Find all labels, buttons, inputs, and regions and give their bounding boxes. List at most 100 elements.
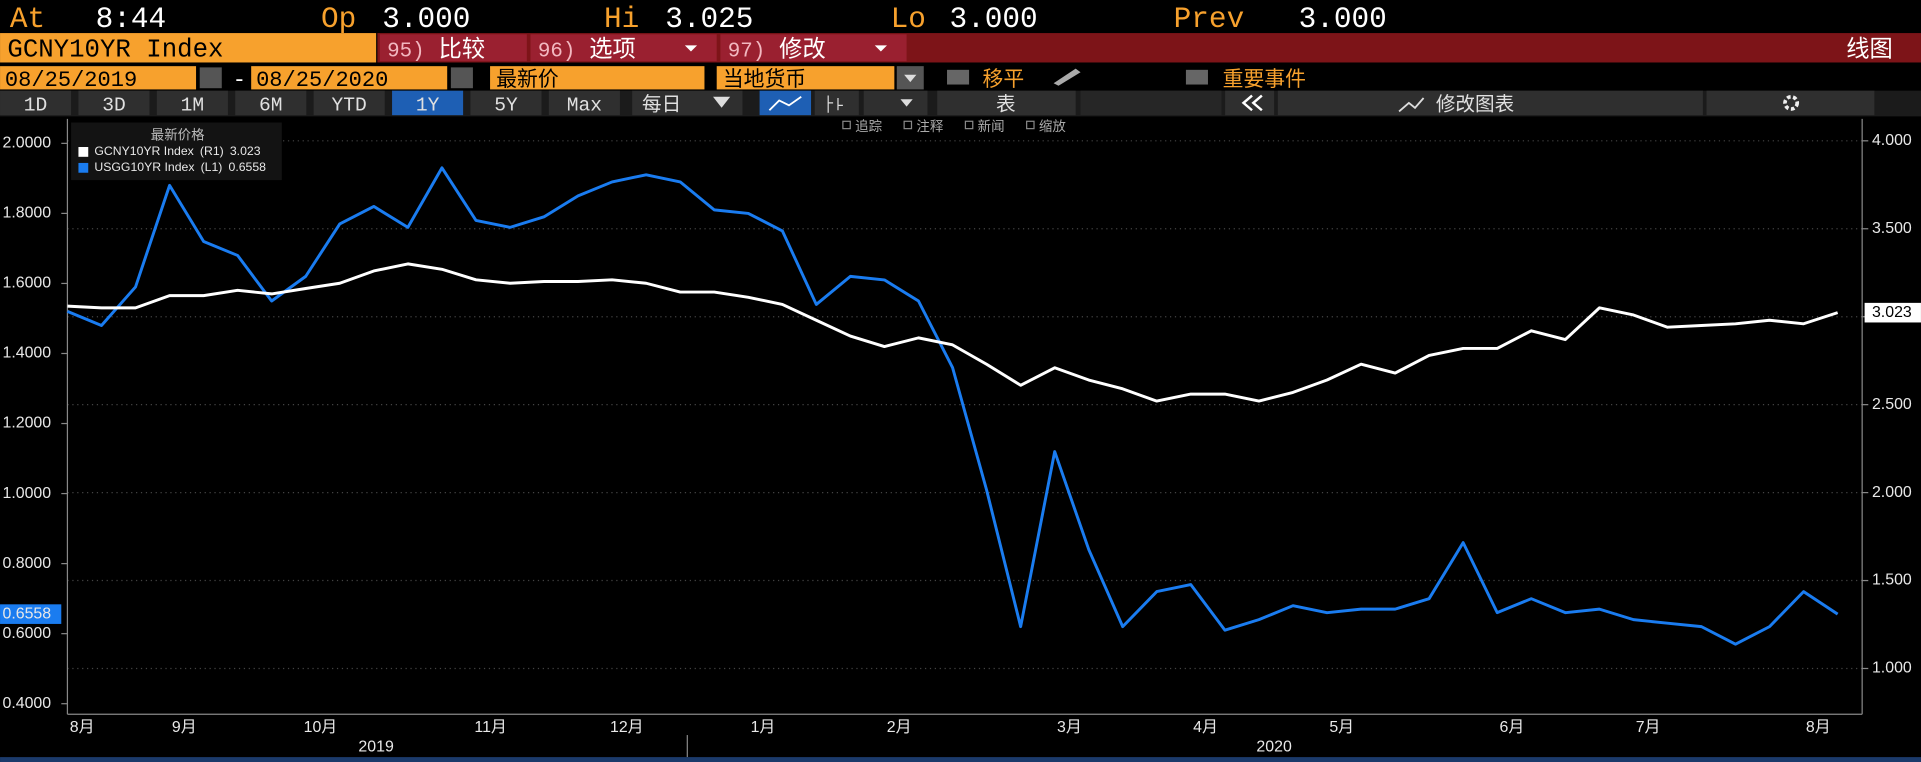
dropdown-arrow bbox=[904, 74, 917, 83]
checkbox[interactable] bbox=[1185, 69, 1208, 85]
calendar-icon[interactable] bbox=[450, 67, 473, 89]
frequency[interactable]: 每日 bbox=[642, 93, 681, 115]
label: Hi bbox=[604, 3, 639, 36]
y-tick-label: 1.4000 bbox=[2, 345, 51, 362]
tool-icon[interactable] bbox=[842, 120, 851, 130]
last-value: 3.023 bbox=[1872, 304, 1912, 321]
pencil-icon bbox=[1053, 68, 1081, 86]
range-label[interactable]: 6M bbox=[259, 94, 283, 116]
range-label[interactable]: 5Y bbox=[494, 94, 518, 116]
collapse-button[interactable] bbox=[1225, 90, 1275, 116]
last-value: 0.6558 bbox=[2, 605, 51, 622]
range-button[interactable] bbox=[78, 90, 150, 116]
chart: 0.4000 0.6000 0.8000 1.0000 1.2000 1.4000 1.60… bbox=[0, 118, 1921, 758]
legend-swatch bbox=[78, 147, 89, 157]
menu: 95) 比较 96) 选项 97) 修改 bbox=[379, 34, 907, 63]
field[interactable]: 最新价 bbox=[496, 68, 559, 91]
tool-label[interactable]: 追踪 bbox=[855, 119, 882, 134]
table[interactable]: 表 bbox=[996, 93, 1016, 115]
tool-label[interactable]: 缩放 bbox=[1039, 119, 1066, 134]
range-label[interactable]: 1Y bbox=[416, 94, 440, 116]
menu-button[interactable] bbox=[379, 34, 527, 62]
value: 3.000 bbox=[1299, 3, 1387, 36]
tool-icon[interactable] bbox=[1026, 120, 1035, 130]
range-button[interactable] bbox=[0, 90, 72, 116]
legend-title: 最新价格 bbox=[151, 128, 205, 143]
range-label[interactable]: YTD bbox=[332, 94, 367, 116]
y-tick-label: 1.2000 bbox=[2, 415, 51, 432]
menu-number[interactable]: 95) bbox=[387, 40, 424, 63]
range-button[interactable] bbox=[235, 90, 307, 116]
x-tick-label: 4月 bbox=[1193, 719, 1218, 736]
x-tick-label: 2月 bbox=[887, 719, 912, 736]
security[interactable]: GCNY10YR Index bbox=[7, 35, 223, 64]
start-date[interactable]: 08/25/2019 bbox=[5, 68, 137, 93]
date-box[interactable] bbox=[251, 66, 448, 90]
bar-chart-button[interactable] bbox=[814, 90, 859, 116]
y-tick-label: 0.6000 bbox=[2, 625, 51, 642]
y-tick-label: 2.0000 bbox=[2, 135, 51, 152]
y2-tick-label: 4.000 bbox=[1872, 132, 1912, 149]
y-tick-label: 0.8000 bbox=[2, 555, 51, 572]
menu-label[interactable]: 比较 bbox=[439, 35, 486, 61]
menu-number[interactable]: 96) bbox=[538, 40, 575, 63]
menu-label[interactable]: 修改 bbox=[779, 35, 826, 61]
label: Op bbox=[321, 3, 356, 36]
option[interactable]: 重要事件 bbox=[1223, 68, 1306, 91]
menu-number[interactable]: 97) bbox=[728, 40, 765, 63]
currency[interactable]: 当地货币 bbox=[723, 68, 806, 91]
x-tick-label: 5月 bbox=[1329, 719, 1354, 736]
field-box[interactable] bbox=[490, 66, 705, 90]
spacer bbox=[1080, 90, 1222, 116]
dropdown[interactable] bbox=[863, 90, 928, 116]
checkbox[interactable] bbox=[947, 69, 970, 85]
legend-swatch bbox=[78, 162, 89, 173]
x-tick-label: 3月 bbox=[1057, 719, 1082, 736]
x-tick-label: 9月 bbox=[172, 719, 197, 736]
legend-part: 3.023 bbox=[230, 144, 261, 158]
date-box[interactable] bbox=[0, 66, 197, 90]
menu-label[interactable]: 选项 bbox=[589, 35, 636, 61]
dropdown-arrow bbox=[874, 45, 887, 52]
x-tick-label: 12月 bbox=[610, 719, 644, 736]
range-button[interactable] bbox=[392, 90, 464, 116]
range-button[interactable] bbox=[470, 90, 542, 116]
tool-icon[interactable] bbox=[903, 120, 913, 130]
value: 3.000 bbox=[382, 3, 470, 36]
label: Prev bbox=[1174, 3, 1245, 36]
dropdown-arrow bbox=[684, 45, 698, 52]
gear-icon bbox=[1783, 94, 1800, 111]
option[interactable]: 移平 bbox=[983, 68, 1025, 91]
line-icon bbox=[768, 96, 802, 111]
currency-box[interactable] bbox=[716, 66, 895, 90]
tool-icon[interactable] bbox=[964, 120, 974, 130]
tool-label[interactable]: 注释 bbox=[916, 119, 943, 134]
menu-button[interactable] bbox=[530, 34, 717, 62]
quote-line: At 8:44 Op 3.000 Hi 3.025 Lo 3.000 Prev … bbox=[10, 3, 1387, 36]
legend-box bbox=[71, 122, 282, 181]
edit-chart-button[interactable] bbox=[1277, 90, 1703, 116]
edit-chart[interactable]: 修改图表 bbox=[1436, 93, 1514, 115]
range-label[interactable]: 1M bbox=[181, 94, 205, 116]
range-button[interactable] bbox=[156, 90, 228, 116]
table-button[interactable] bbox=[937, 90, 1076, 116]
range-button[interactable] bbox=[313, 90, 385, 116]
menu-button[interactable] bbox=[720, 34, 907, 62]
legend-entry: USGG10YR Index (L1) 0.6558 bbox=[94, 160, 266, 174]
range-label[interactable]: 3D bbox=[102, 94, 126, 116]
tool-label[interactable]: 新闻 bbox=[978, 119, 1005, 134]
legend-part: GCNY10YR Index bbox=[94, 144, 193, 158]
view-label[interactable]: 线图 bbox=[1846, 35, 1893, 61]
last-value-box bbox=[0, 604, 62, 624]
range-label[interactable]: Max bbox=[567, 94, 602, 116]
range-label[interactable]: 1D bbox=[24, 94, 48, 116]
range-button[interactable] bbox=[548, 90, 620, 116]
settings-button[interactable] bbox=[1706, 90, 1875, 116]
security-box[interactable] bbox=[0, 33, 377, 63]
end-date[interactable]: 08/25/2020 bbox=[256, 68, 388, 93]
chart-tools: 追踪 注释 新闻 缩放 bbox=[842, 119, 1066, 134]
calendar-icon[interactable] bbox=[199, 67, 222, 89]
y2-tick-label: 2.500 bbox=[1872, 396, 1912, 413]
